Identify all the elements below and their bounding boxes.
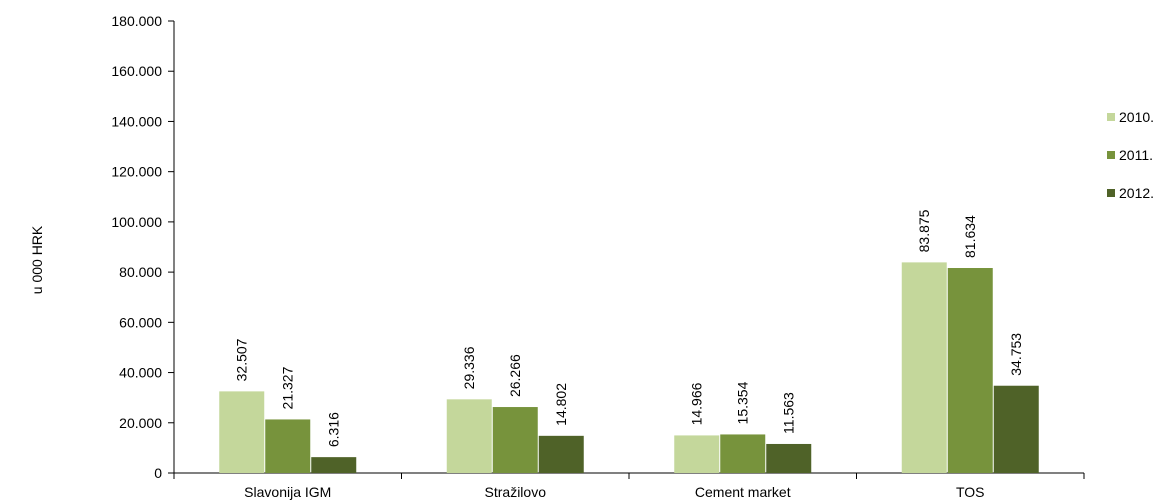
- y-tick-label: 140.000: [111, 113, 162, 129]
- bar: [311, 457, 357, 473]
- y-tick-label: 100.000: [111, 214, 162, 230]
- bar: [538, 435, 584, 473]
- y-tick-label: 40.000: [119, 365, 162, 381]
- legend-swatch: [1107, 113, 1115, 121]
- bar: [901, 262, 947, 473]
- bar: [446, 399, 492, 473]
- bar: [947, 268, 993, 473]
- legend-entry: 2012.: [1119, 185, 1154, 201]
- legend-entry: 2010.: [1119, 109, 1154, 125]
- data-label: 34.753: [1008, 333, 1024, 376]
- y-tick-label: 120.000: [111, 164, 162, 180]
- data-label: 6.316: [326, 412, 342, 447]
- bar: [766, 443, 812, 473]
- data-label: 15.354: [735, 381, 751, 424]
- y-tick-label: 160.000: [111, 63, 162, 79]
- legend-entry: 2011.: [1119, 147, 1153, 163]
- axes: 0 20.000 40.000 60.000 80.000 100.000 120.000 1…: [111, 13, 1085, 500]
- category-label: TOS: [956, 484, 985, 500]
- legend-swatch: [1107, 151, 1115, 159]
- category-label: Stražilovo: [485, 484, 547, 500]
- data-label: 21.327: [280, 366, 296, 409]
- legend: 2010. 2011. 2012.: [1107, 109, 1154, 201]
- y-tick-label: 180.000: [111, 13, 162, 29]
- data-label: 26.266: [507, 354, 523, 397]
- data-label: 81.634: [962, 215, 978, 258]
- bar: [674, 435, 720, 473]
- legend-swatch: [1107, 189, 1115, 197]
- y-tick-label: 80.000: [119, 264, 162, 280]
- y-tick-label: 60.000: [119, 314, 162, 330]
- data-label: 32.507: [234, 338, 250, 381]
- y-tick-label: 20.000: [119, 415, 162, 431]
- category-label: Slavonija IGM: [244, 484, 331, 500]
- data-label: 83.875: [916, 209, 932, 252]
- bar: [720, 434, 766, 473]
- data-label: 29.336: [461, 346, 477, 389]
- data-label: 14.802: [553, 383, 569, 426]
- y-axis-label: u 000 HRK: [29, 225, 45, 294]
- data-label: 11.563: [781, 392, 797, 434]
- y-tick-label: 0: [154, 465, 162, 481]
- bar: [265, 419, 311, 473]
- bar: [492, 407, 538, 473]
- category-label: Cement market: [695, 484, 791, 500]
- data-label: 14.966: [689, 382, 705, 425]
- bar: [993, 385, 1039, 473]
- bar: [219, 391, 265, 473]
- bars: 32.507 21.327 6.316 29.336 26.266 14.802 14.96…: [219, 209, 1039, 473]
